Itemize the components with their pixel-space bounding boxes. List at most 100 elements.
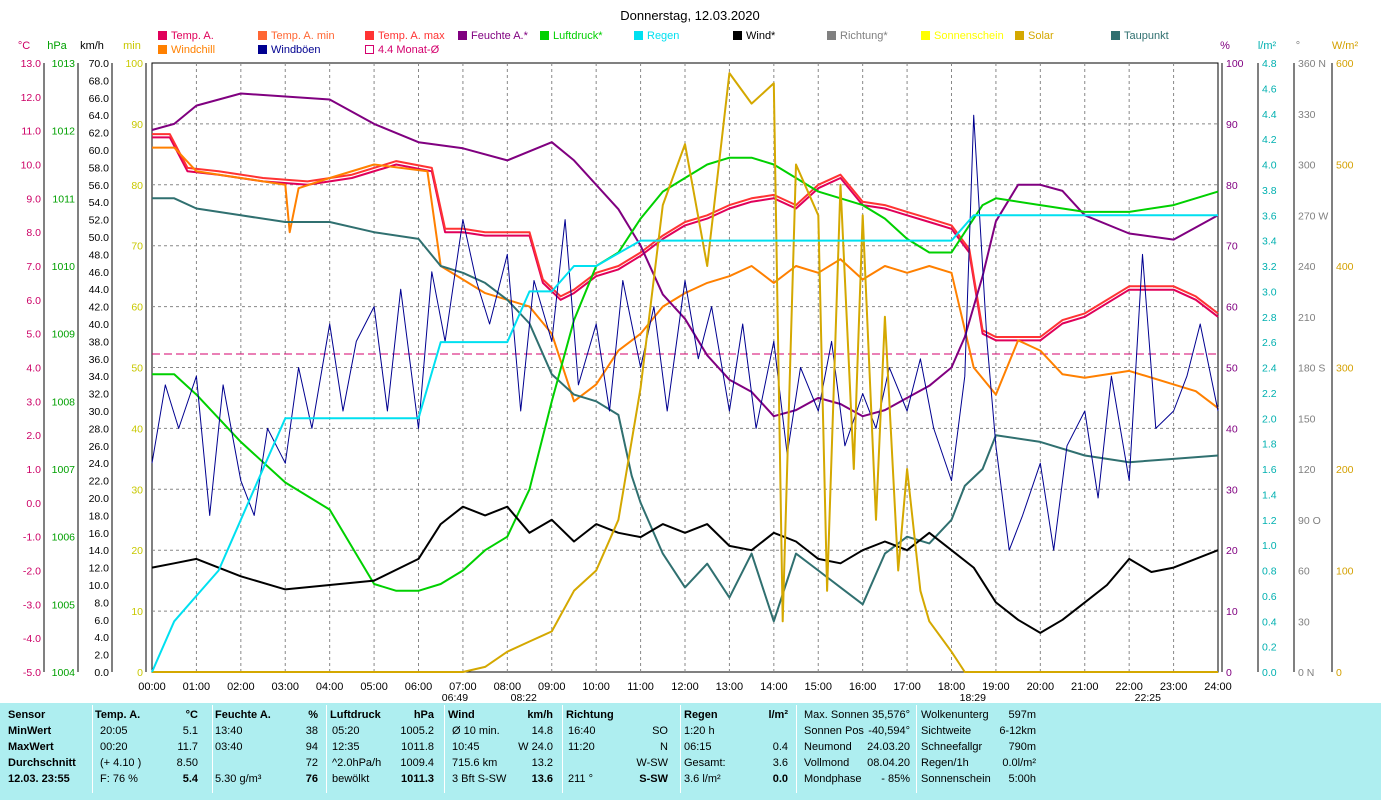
direction-axis-tick: 240 [1298,261,1316,273]
stats-divider [326,705,327,793]
x-tick: 00:00 [138,681,166,693]
stats-row-label: 12.03. 23:55 [8,773,70,785]
humidity-axis-tick: 90 [1226,119,1238,131]
wind-axis-tick: 8.0 [94,597,109,609]
stats-divider [680,705,681,793]
solar-axis-tick: 400 [1336,261,1354,273]
wind-axis-tick: 68.0 [89,75,110,87]
x-tick: 01:00 [183,681,211,693]
wind-axis-tick: 40.0 [89,319,110,331]
stats-header: Sensor [8,709,46,721]
legend-label: Temp. A. min [271,30,335,42]
rain-axis-tick: 4.4 [1262,109,1277,121]
stats-cell: Ø 10 min. [452,725,500,737]
stats-cell: 72 [305,757,318,769]
stats-cell: Sonnen Pos [804,725,864,737]
temp-axis-tick: 1.0 [26,464,41,476]
stats-cell: 94 [305,741,318,753]
wind-axis-tick: 60.0 [89,145,110,157]
x-tick: 03:00 [271,681,299,693]
direction-axis-tick: 330 [1298,109,1316,121]
stats-cell: Schneefallgr [921,741,983,753]
legend-label: Sonnenschein [934,30,1004,42]
stats-cell: (+ 4.10 ) [100,757,142,769]
temp-axis-tick: 4.0 [26,363,41,375]
stats-cell: Max. Sonnen [804,709,869,721]
solar-axis-tick: 100 [1336,566,1354,578]
series-windchill [152,146,1219,409]
x-tick: 14:00 [760,681,788,693]
wind-axis-tick: 66.0 [89,93,110,105]
series-luftdruck- [152,156,1219,592]
direction-axis-tick: 210 [1298,312,1316,324]
wind-axis-tick: 32.0 [89,389,110,401]
sunshine-axis-tick: 60 [131,302,143,314]
stats-header: Luftdruck [330,709,381,721]
direction-axis-tick: 300 [1298,160,1316,172]
x-tick: 11:00 [627,681,654,693]
stats-cell: 13.6 [531,773,553,785]
unit-label: ° [1296,40,1300,52]
stats-cell: 35,576° [871,709,910,721]
direction-axis-tick: 270 W [1298,210,1328,222]
wind-axis-tick: 24.0 [89,458,110,470]
legend-item: Temp. A. max [365,30,445,43]
legend-swatch [733,31,742,40]
stats-cell: SO [652,725,668,737]
pressure-axis-tick: 1011 [52,193,75,205]
wind-axis-tick: 44.0 [89,284,110,296]
rain-axis-tick: 4.8 [1262,58,1277,70]
wind-axis-tick: 58.0 [89,162,110,174]
wind-axis-tick: 62.0 [89,128,110,140]
legend-label: Feuchte A.* [471,30,528,42]
temp-axis-tick: 12.0 [21,92,42,104]
wind-axis-tick: 6.0 [94,615,109,627]
stats-cell: 0.4 [772,741,788,753]
stats-cell: 5.30 g/m³ [215,773,262,785]
solar-axis-tick: 500 [1336,160,1354,172]
humidity-axis-tick: 20 [1226,545,1238,557]
rain-axis-tick: 1.8 [1262,439,1277,451]
rain-axis-tick: 3.2 [1262,261,1277,273]
legend-label: Richtung* [840,30,888,42]
sun-marker: 08:22 [511,692,537,703]
temp-axis-tick: 3.0 [26,396,41,408]
temp-axis-tick: 5.0 [26,329,41,341]
legend-swatch [921,31,930,40]
stats-cell: 13.2 [531,757,553,769]
x-tick: 10:00 [582,681,610,693]
humidity-axis-tick: 50 [1226,363,1238,375]
legend-swatch [1111,31,1120,40]
stats-cell: Sichtweite [921,725,972,737]
direction-axis-tick: 120 [1298,464,1316,476]
legend-swatch [258,31,267,40]
wind-axis-tick: 50.0 [89,232,110,244]
x-tick: 17:00 [893,681,921,693]
wind-axis-tick: 14.0 [89,545,110,557]
solar-axis-tick: 0 [1336,667,1342,679]
humidity-axis-tick: 30 [1226,484,1238,496]
wind-axis-tick: 22.0 [89,476,110,488]
stats-cell: 1011.8 [401,741,434,753]
stats-header: l/m² [768,709,788,721]
x-tick: 24:00 [1204,681,1232,693]
temp-axis-tick: 7.0 [26,261,41,273]
pressure-axis-tick: 1004 [52,667,76,679]
stats-cell: Mondphase [804,773,862,785]
x-tick: 04:00 [316,681,344,693]
stats-cell: 76 [305,773,318,785]
stats-cell: Wolkenunterg [921,709,989,721]
rain-axis-tick: 3.0 [1262,286,1277,298]
direction-axis-tick: 180 S [1298,363,1325,375]
wind-axis-tick: 12.0 [89,563,110,575]
stats-divider [92,705,93,793]
solar-axis-tick: 300 [1336,363,1354,375]
wind-axis-tick: 42.0 [89,302,110,314]
x-tick: 07:00 [449,681,477,693]
wind-axis-tick: 30.0 [89,406,110,418]
stats-cell: 3 Bft S-SW [452,773,507,785]
humidity-axis-tick: 70 [1226,241,1238,253]
stats-cell: 211 ° [568,773,593,785]
legend-swatch [827,31,836,40]
temp-axis-tick: 6.0 [26,295,41,307]
